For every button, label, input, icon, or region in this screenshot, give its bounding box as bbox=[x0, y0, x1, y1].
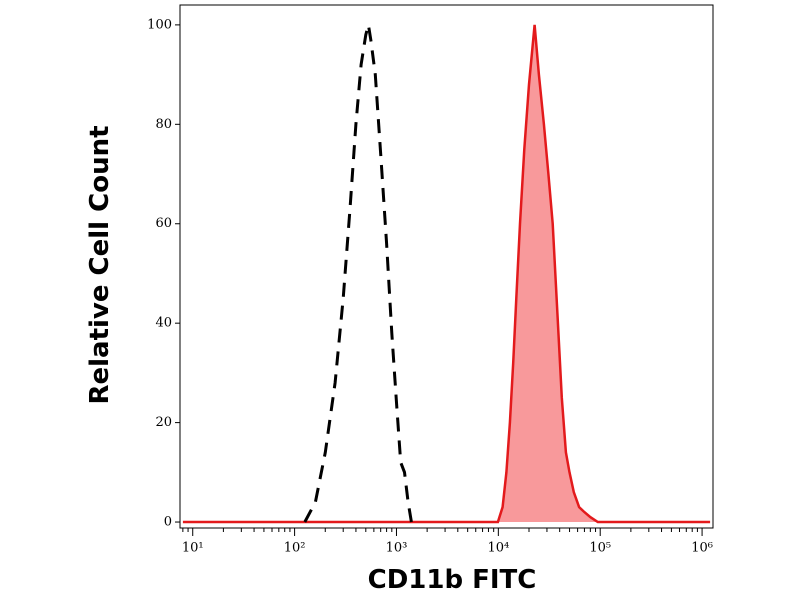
y-tick-label: 80 bbox=[155, 117, 172, 132]
x-axis-title: CD11b FITC bbox=[368, 565, 537, 595]
y-tick-label: 0 bbox=[164, 515, 172, 530]
y-tick-label: 60 bbox=[155, 216, 172, 231]
y-axis-title: Relative Cell Count bbox=[85, 125, 115, 404]
x-tick-label: 10⁵ bbox=[589, 541, 611, 556]
y-tick-label: 20 bbox=[155, 415, 172, 430]
histogram-line bbox=[182, 24, 711, 524]
y-tick-label: 100 bbox=[147, 17, 172, 32]
histogram-line bbox=[303, 24, 413, 523]
x-tick-label: 10³ bbox=[386, 541, 408, 556]
x-tick-label: 10² bbox=[284, 541, 306, 556]
plot-frame bbox=[179, 4, 714, 529]
x-tick-label: 10⁴ bbox=[487, 541, 509, 556]
x-tick-label: 10⁶ bbox=[691, 541, 713, 556]
x-tick-label: 10¹ bbox=[182, 541, 204, 556]
y-tick-label: 40 bbox=[155, 316, 172, 331]
histogram-area bbox=[182, 24, 711, 523]
